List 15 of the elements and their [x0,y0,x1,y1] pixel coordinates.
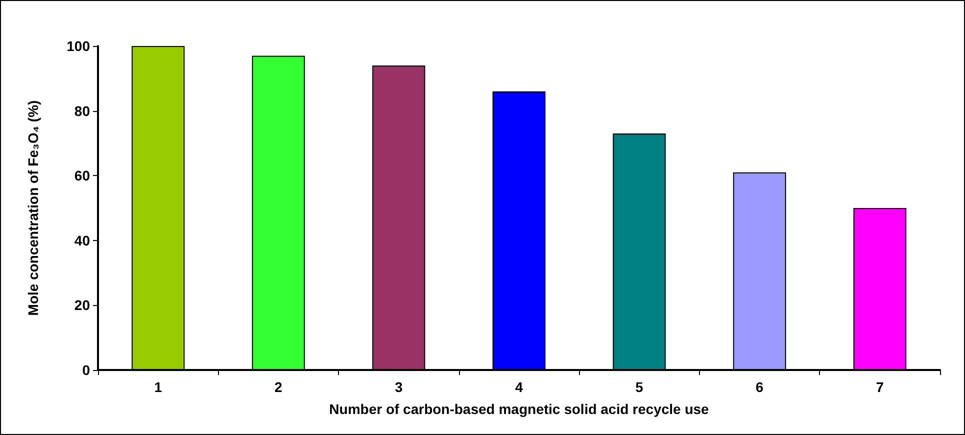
x-tick-label: 4 [515,379,524,395]
x-tick-label: 2 [274,379,283,395]
x-axis-title: Number of carbon-based magnetic solid acid recycle use [329,401,710,417]
x-tick-label: 7 [876,379,884,395]
y-tick-label: 60 [74,168,90,184]
x-tick-label: 3 [394,379,403,395]
y-tick-label: 40 [74,232,90,248]
y-axis-title: Mole concentration of Fe₃O₄ (%) [25,100,41,316]
y-tick-label: 100 [66,38,90,54]
y-tick-label: 20 [74,297,90,314]
y-tick-label: 80 [74,102,90,119]
x-tick-label: 1 [154,379,162,395]
x-tick-label: 6 [756,379,764,395]
y-tick-label: 0 [82,362,90,378]
x-tick-label: 5 [635,379,644,395]
